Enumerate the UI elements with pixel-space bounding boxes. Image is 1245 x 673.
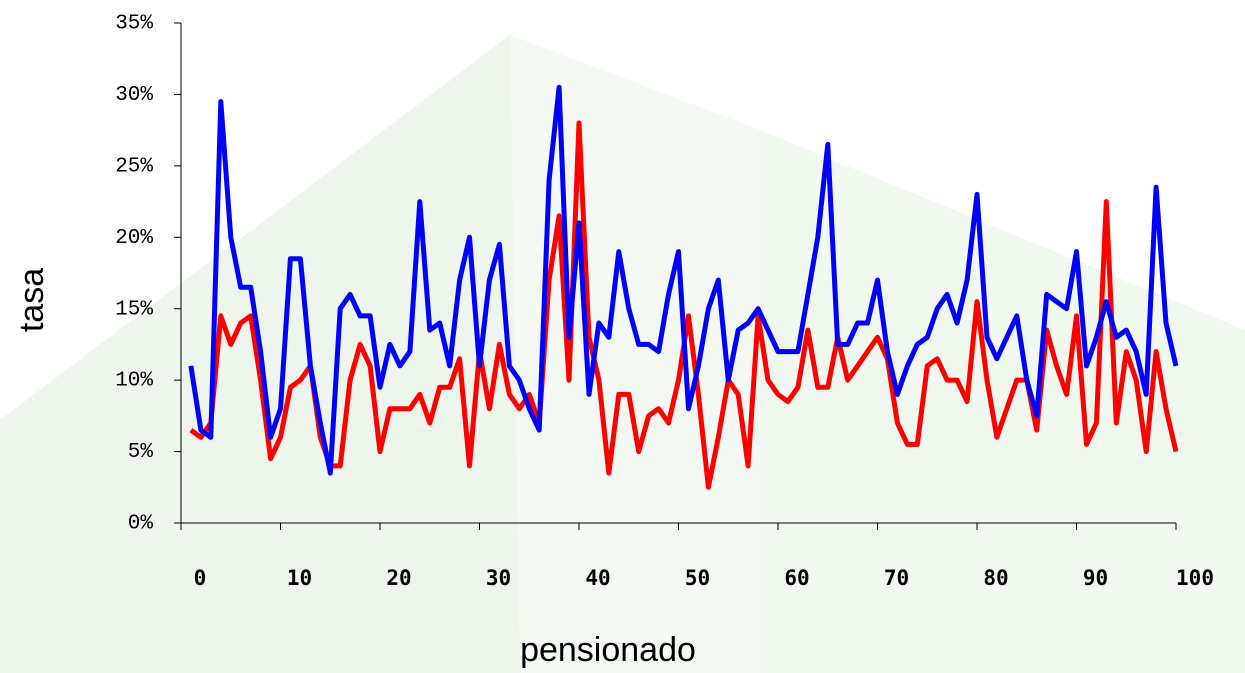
y-tick-label: 0% bbox=[128, 513, 154, 536]
x-tick-label: 10 bbox=[287, 566, 312, 590]
x-tick-label: 90 bbox=[1083, 566, 1108, 590]
x-tick-label: 30 bbox=[486, 566, 511, 590]
y-tick-label: 30% bbox=[115, 84, 153, 107]
y-tick-label: 15% bbox=[115, 298, 153, 321]
background bbox=[0, 35, 1245, 673]
x-tick-label: 50 bbox=[685, 566, 710, 590]
x-tick-label: 80 bbox=[983, 566, 1008, 590]
y-tick-label: 35% bbox=[115, 13, 153, 36]
series-line bbox=[188, 84, 1179, 476]
x-tick-label: 40 bbox=[585, 566, 610, 590]
y-axis-label: tasa bbox=[13, 268, 51, 332]
y-tick-label: 20% bbox=[115, 227, 153, 250]
x-tick-label: 100 bbox=[1176, 566, 1214, 590]
x-tick-label: 60 bbox=[784, 566, 809, 590]
x-tick-label: 0 bbox=[194, 566, 207, 590]
x-tick-label: 70 bbox=[884, 566, 909, 590]
y-tick-label: 25% bbox=[115, 155, 153, 178]
y-tick-label: 5% bbox=[128, 441, 154, 464]
y-tick-label: 10% bbox=[115, 370, 153, 393]
x-axis-label: pensionado bbox=[520, 631, 696, 669]
x-tick-label: 20 bbox=[386, 566, 411, 590]
